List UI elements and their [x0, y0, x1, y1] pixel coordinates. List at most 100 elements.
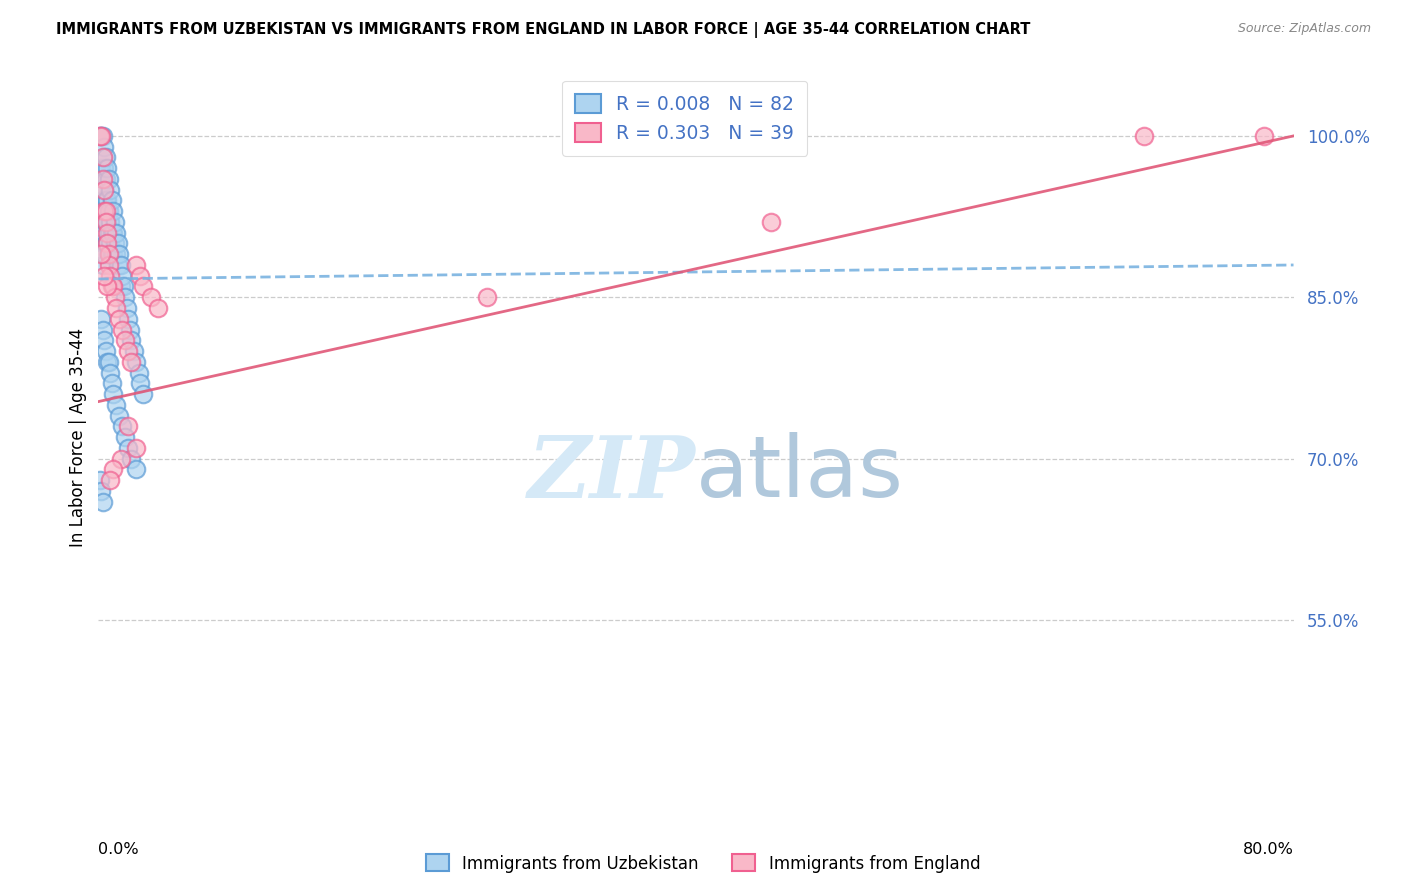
Point — [89, 204, 111, 219]
Point — [93, 247, 115, 261]
Text: ZIP: ZIP — [529, 432, 696, 516]
Y-axis label: In Labor Force | Age 35-44: In Labor Force | Age 35-44 — [69, 327, 87, 547]
Point — [94, 172, 117, 186]
Point — [110, 258, 132, 272]
Point — [96, 355, 118, 369]
Point — [105, 247, 128, 261]
Point — [97, 247, 120, 261]
Point — [103, 226, 125, 240]
Point — [110, 451, 132, 466]
Point — [98, 473, 122, 487]
Point — [94, 344, 117, 359]
Text: atlas: atlas — [696, 432, 904, 516]
Point — [96, 161, 118, 176]
Point — [1133, 128, 1156, 143]
Point — [129, 268, 152, 283]
Point — [139, 290, 162, 304]
Point — [93, 204, 115, 219]
Point — [97, 355, 120, 369]
Legend: Immigrants from Uzbekistan, Immigrants from England: Immigrants from Uzbekistan, Immigrants f… — [419, 847, 987, 880]
Point — [111, 419, 134, 434]
Point — [107, 258, 129, 272]
Point — [93, 204, 115, 219]
Point — [120, 333, 142, 347]
Point — [117, 311, 139, 326]
Point — [120, 355, 142, 369]
Point — [93, 268, 115, 283]
Point — [89, 473, 111, 487]
Point — [91, 236, 114, 251]
Point — [148, 301, 170, 315]
Point — [96, 279, 118, 293]
Point — [91, 322, 114, 336]
Point — [101, 194, 124, 208]
Point — [475, 290, 498, 304]
Point — [117, 441, 139, 455]
Point — [97, 247, 120, 261]
Point — [89, 161, 111, 176]
Point — [93, 183, 115, 197]
Point — [117, 344, 139, 359]
Point — [91, 128, 114, 143]
Point — [91, 215, 114, 229]
Point — [97, 172, 120, 186]
Point — [103, 462, 125, 476]
Point — [96, 236, 118, 251]
Point — [132, 279, 155, 293]
Point — [114, 333, 136, 347]
Point — [93, 183, 115, 197]
Point — [105, 226, 128, 240]
Point — [104, 236, 127, 251]
Point — [125, 441, 148, 455]
Point — [108, 409, 131, 423]
Point — [90, 215, 112, 229]
Point — [91, 150, 114, 164]
Point — [90, 311, 112, 326]
Point — [101, 226, 124, 240]
Point — [96, 236, 118, 251]
Point — [98, 268, 122, 283]
Point — [111, 268, 134, 283]
Point — [96, 194, 118, 208]
Point — [114, 290, 136, 304]
Point — [93, 226, 115, 240]
Point — [115, 301, 138, 315]
Point — [97, 258, 120, 272]
Point — [91, 258, 114, 272]
Point — [96, 215, 118, 229]
Point — [98, 215, 122, 229]
Point — [93, 139, 115, 153]
Point — [90, 183, 112, 197]
Point — [93, 161, 115, 176]
Point — [96, 226, 118, 240]
Point — [105, 301, 128, 315]
Point — [117, 419, 139, 434]
Point — [128, 366, 150, 380]
Point — [90, 128, 112, 143]
Point — [132, 387, 155, 401]
Point — [94, 215, 117, 229]
Point — [105, 398, 128, 412]
Point — [110, 279, 132, 293]
Point — [108, 247, 131, 261]
Point — [93, 333, 115, 347]
Point — [90, 161, 112, 176]
Point — [101, 376, 124, 391]
Point — [90, 128, 112, 143]
Point — [91, 150, 114, 164]
Text: 80.0%: 80.0% — [1243, 842, 1294, 857]
Point — [103, 247, 125, 261]
Point — [98, 183, 122, 197]
Point — [107, 236, 129, 251]
Point — [112, 279, 135, 293]
Point — [129, 376, 152, 391]
Point — [1253, 128, 1275, 143]
Point — [103, 279, 125, 293]
Point — [101, 247, 124, 261]
Point — [125, 355, 148, 369]
Legend: R = 0.008   N = 82, R = 0.303   N = 39: R = 0.008 N = 82, R = 0.303 N = 39 — [562, 81, 807, 156]
Point — [98, 366, 122, 380]
Point — [90, 247, 112, 261]
Point — [94, 150, 117, 164]
Point — [97, 204, 120, 219]
